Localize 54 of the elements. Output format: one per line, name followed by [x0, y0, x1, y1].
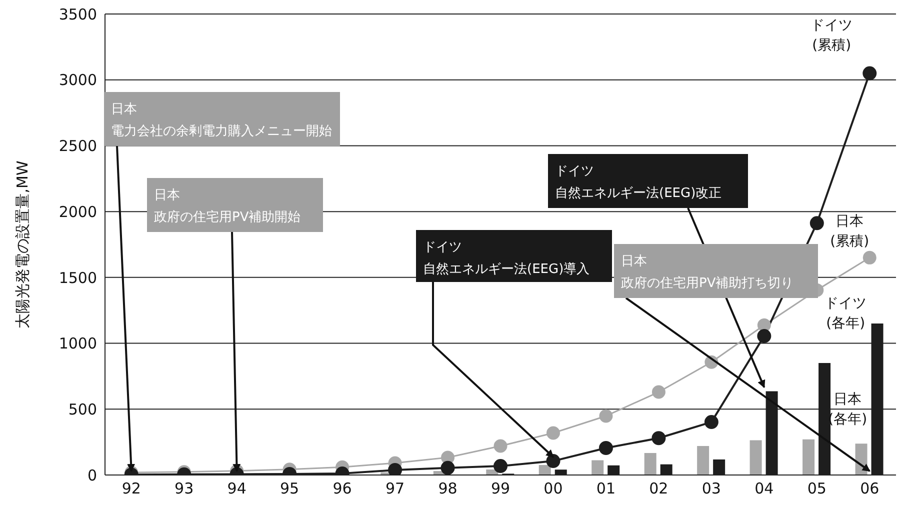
bar	[538, 464, 551, 475]
x-tick-label: 05	[807, 480, 826, 498]
y-tick-label: 3000	[58, 71, 97, 90]
x-tick-label: 99	[490, 480, 510, 498]
series-label: 日本 (累積)	[830, 214, 870, 250]
point	[810, 216, 824, 230]
x-tick-label: 94	[227, 480, 246, 498]
annotation: 日本電力会社の余剰電力購入メニュー開始	[111, 102, 332, 139]
y-tick-label: 1500	[58, 268, 97, 287]
point	[652, 385, 666, 399]
x-tick-label: 95	[280, 480, 300, 498]
bar	[750, 440, 762, 475]
y-tick-label: 0	[87, 466, 97, 484]
point	[494, 459, 508, 474]
x-tick-label: 00	[544, 480, 563, 498]
y-tick-label: 2000	[58, 202, 97, 221]
point	[652, 431, 666, 446]
x-tick-label: 02	[649, 480, 668, 498]
point	[388, 462, 402, 475]
point	[704, 415, 718, 430]
point	[862, 250, 876, 264]
point	[862, 66, 877, 80]
x-tick-label: 06	[860, 480, 880, 498]
series-label: ドイツ (各年)	[824, 296, 867, 332]
bar	[802, 439, 815, 475]
point	[546, 426, 560, 440]
point	[546, 454, 560, 468]
annotation: 日本政府の住宅用PV補助開始	[154, 188, 301, 225]
point	[598, 441, 613, 455]
point	[599, 409, 613, 423]
y-axis-title: 太陽光発電の設置量,MW	[13, 160, 32, 328]
series-label: ドイツ (累積)	[810, 17, 853, 54]
annotation: ドイツ自然エネルギー法(EEG)導入	[423, 240, 590, 277]
point	[494, 439, 508, 453]
x-tick-label: 01	[596, 480, 616, 498]
x-tick-label: 04	[754, 480, 774, 498]
x-tick-label: 97	[385, 480, 405, 498]
point	[440, 460, 455, 475]
bar	[592, 460, 604, 475]
x-tick-label: 96	[332, 480, 352, 498]
y-tick-label: 2500	[58, 137, 97, 156]
y-tick-label: 1000	[58, 334, 97, 353]
x-tick-label: 93	[174, 480, 194, 498]
x-tick-label: 92	[122, 480, 141, 498]
y-tick-label: 3500	[58, 5, 97, 24]
bar	[697, 446, 710, 475]
annotation: ドイツ自然エネルギー法(EEG)改正	[555, 164, 722, 201]
annotation: 日本政府の住宅用PV補助打ち切り	[621, 254, 794, 291]
x-tick-label: 03	[702, 480, 721, 498]
bar	[644, 453, 656, 475]
point	[757, 318, 771, 332]
x-tick-label: 98	[438, 480, 458, 498]
y-tick-label: 500	[68, 400, 97, 418]
point	[757, 329, 772, 344]
